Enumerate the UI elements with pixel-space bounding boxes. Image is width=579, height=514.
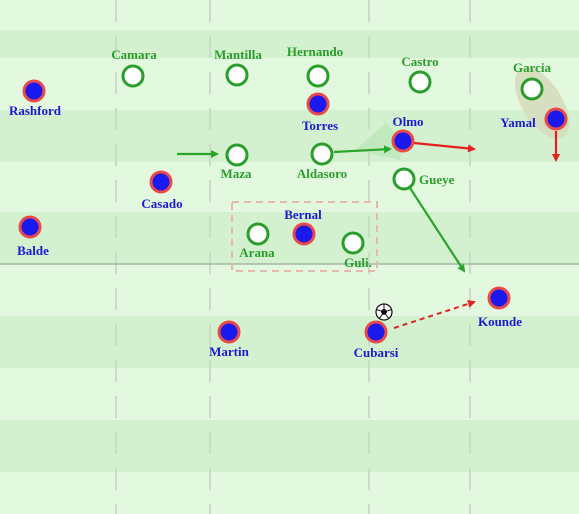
player-yamal[interactable]: Yamal (500, 107, 568, 131)
player-label: Torres (302, 118, 338, 133)
arrow-aldasoro-olmo (333, 145, 392, 154)
football-icon (375, 303, 393, 321)
player-label: Arana (239, 245, 275, 260)
home-team: Rashford Torres Olmo Yamal Casado Bernal… (9, 79, 568, 360)
player-martin[interactable]: Martin (209, 320, 250, 359)
player-label: Maza (220, 166, 252, 181)
player-label: Yamal (500, 115, 536, 130)
player-label: Balde (17, 243, 49, 258)
away-team: Camara Mantilla Hernando Castro Garcia M… (111, 44, 551, 270)
player-camara[interactable]: Camara (111, 47, 157, 88)
player-garcia[interactable]: Garcia (513, 60, 552, 101)
player-casado[interactable]: Casado (141, 170, 183, 211)
player-label: Rashford (9, 103, 62, 118)
player-olmo[interactable]: Olmo (391, 114, 424, 153)
player-bernal[interactable]: Bernal (284, 207, 322, 246)
player-gueye[interactable]: Gueye (392, 167, 455, 191)
player-label: Kounde (478, 314, 522, 329)
player-label: Martin (209, 344, 249, 359)
player-label: Casado (141, 196, 182, 211)
player-kounde[interactable]: Kounde (478, 286, 522, 329)
arrow-gueye-run (409, 187, 466, 273)
player-label: Cubarsi (354, 345, 399, 360)
arrow-olmo-right (413, 141, 476, 153)
player-rashford[interactable]: Rashford (9, 79, 62, 118)
player-cubarsi[interactable]: Cubarsi (354, 320, 399, 360)
player-maza[interactable]: Maza (220, 143, 252, 181)
player-guli[interactable]: Guli. (341, 231, 372, 270)
player-label: Castro (401, 54, 438, 69)
zone-dashed-box (231, 201, 378, 272)
player-arana[interactable]: Arana (239, 222, 275, 260)
player-label: Mantilla (214, 47, 262, 62)
player-label: Olmo (392, 114, 423, 129)
arrows (177, 131, 560, 329)
player-label: Camara (111, 47, 157, 62)
player-castro[interactable]: Castro (401, 54, 439, 94)
player-mantilla[interactable]: Mantilla (214, 47, 262, 87)
player-torres[interactable]: Torres (302, 92, 338, 133)
player-label: Hernando (287, 44, 343, 59)
player-label: Bernal (284, 207, 322, 222)
player-label: Garcia (513, 60, 552, 75)
player-label: Aldasoro (297, 166, 347, 181)
player-label: Gueye (419, 172, 455, 187)
player-aldasoro[interactable]: Aldasoro (297, 142, 347, 181)
channel-lines (115, 0, 471, 514)
player-hernando[interactable]: Hernando (287, 44, 343, 88)
player-balde[interactable]: Balde (17, 215, 49, 258)
player-label: Guli. (344, 255, 372, 270)
